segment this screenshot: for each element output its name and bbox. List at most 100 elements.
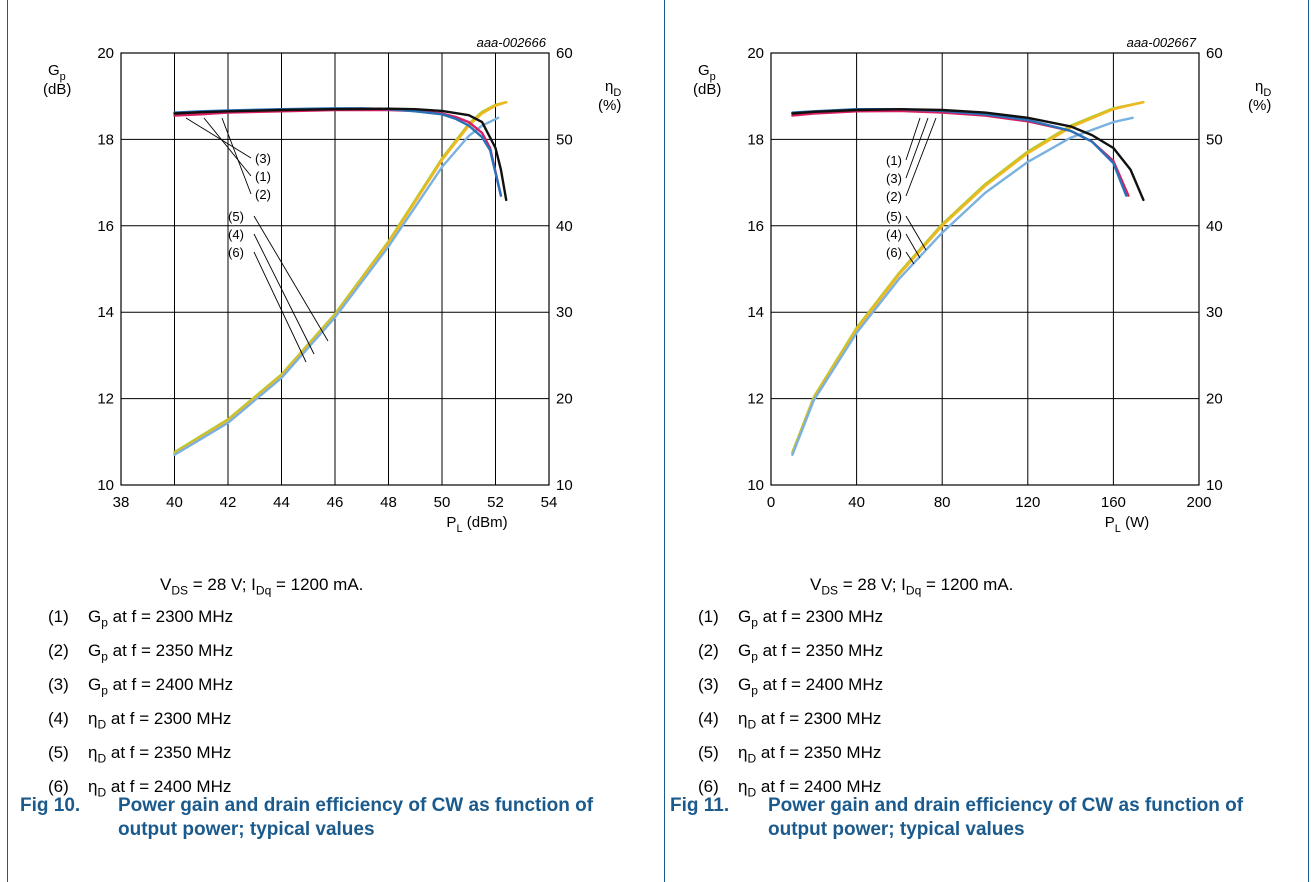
y-right-tick-label: 10	[556, 477, 573, 494]
legend-number: (5)	[48, 743, 69, 762]
legend-item: (1) Gp at f = 2300 MHz	[698, 607, 883, 629]
x-tick-label: 160	[1101, 494, 1126, 511]
legend-item: (4) ηD at f = 2300 MHz	[48, 709, 231, 731]
legend-item: (6) ηD at f = 2400 MHz	[48, 777, 231, 799]
y-left-tick-label: 10	[747, 477, 764, 494]
chart-fig10: 38 40 42 44 46 48 50 52 541012141618201020304050…	[43, 35, 621, 535]
y-right-axis-unit: (%)	[1248, 97, 1271, 114]
y-left-axis-label: Gp	[48, 62, 66, 83]
figure-id-label: aaa-002667	[1127, 35, 1197, 50]
figure-number: Fig 10.	[20, 795, 81, 816]
x-tick-label: 40	[848, 494, 865, 511]
legend-item: (2) Gp at f = 2350 MHz	[48, 641, 233, 663]
annotation-label: (2)	[886, 189, 902, 204]
legend-text: ηD at f = 2350 MHz	[738, 743, 882, 766]
y-right-tick-label: 30	[556, 304, 573, 321]
grid	[120, 52, 550, 486]
legend-text: Gp at f = 2400 MHz	[738, 675, 884, 698]
annotation-leader	[905, 251, 915, 265]
y-left-tick-label: 16	[97, 218, 114, 235]
legend-number: (3)	[48, 675, 69, 694]
frame-right	[1308, 0, 1309, 882]
y-left-tick-label: 14	[97, 304, 114, 321]
legend-item: (2) Gp at f = 2350 MHz	[698, 641, 883, 663]
legend-text: Gp at f = 2300 MHz	[738, 607, 884, 630]
legend-number: (4)	[698, 709, 719, 728]
legend-text: Gp at f = 2350 MHz	[738, 641, 884, 664]
conditions-text: VDS = 28 V; IDq = 1200 mA.	[810, 575, 1014, 598]
legend-text: Gp at f = 2400 MHz	[88, 675, 234, 698]
x-tick-label: 46	[327, 494, 344, 511]
y-left-axis-unit: (dB)	[43, 81, 71, 98]
y-left-tick-label: 18	[747, 131, 764, 148]
annotation-label: (3)	[255, 151, 271, 166]
x-tick-label: 38	[113, 494, 130, 511]
legend-text: ηD at f = 2400 MHz	[738, 777, 882, 800]
legend-number: (5)	[698, 743, 719, 762]
x-axis-label: PL (dBm)	[446, 514, 507, 535]
legend-text: ηD at f = 2350 MHz	[88, 743, 232, 766]
figure-number: Fig 11.	[670, 795, 730, 816]
y-right-tick-label: 40	[1206, 218, 1223, 235]
legend-item: (5) ηD at f = 2350 MHz	[698, 743, 881, 765]
legend-item: (3) Gp at f = 2400 MHz	[698, 675, 883, 697]
y-right-tick-label: 50	[1206, 131, 1223, 148]
y-right-tick-label: 20	[556, 391, 573, 408]
annotation-leader	[253, 251, 307, 363]
legend-text: ηD at f = 2300 MHz	[738, 709, 882, 732]
figure-panel-10: 38 40 42 44 46 48 50 52 54 10 12 14 16 18 20 10 20 30 40 50…	[8, 0, 658, 882]
legend-number: (6)	[698, 777, 719, 796]
x-tick-label: 42	[220, 494, 237, 511]
y-left-tick-label: 20	[747, 45, 764, 62]
legend-item: (3) Gp at f = 2400 MHz	[48, 675, 233, 697]
legend-number: (4)	[48, 709, 69, 728]
x-axis-label: PL (W)	[1105, 514, 1149, 535]
legend-number: (6)	[48, 777, 69, 796]
annotation-leader	[253, 233, 315, 355]
y-left-tick-label: 16	[747, 218, 764, 235]
annotation-leader	[905, 117, 921, 161]
series-line	[173, 116, 500, 456]
figure-id-label: aaa-002666	[477, 35, 547, 50]
y-left-axis-unit: (dB)	[693, 81, 721, 98]
y-right-tick-label: 60	[556, 45, 573, 62]
annotation-label: (1)	[886, 153, 902, 168]
annotation-label: (1)	[255, 169, 271, 184]
annotation-label: (4)	[886, 227, 902, 242]
legend-number: (2)	[698, 641, 719, 660]
y-right-axis-label: ηD	[1255, 78, 1271, 99]
series-line	[173, 101, 508, 456]
y-left-tick-label: 10	[97, 477, 114, 494]
legend-item: (6) ηD at f = 2400 MHz	[698, 777, 881, 799]
x-tick-label: 40	[166, 494, 183, 511]
annotation-leader	[905, 215, 927, 251]
annotation-leader	[221, 117, 252, 195]
annotation-label: (5)	[228, 209, 244, 224]
series-line	[791, 101, 1145, 454]
x-tick-label: 52	[487, 494, 504, 511]
chart-fig11: 0 40 80 120 160 200101214161820102030405060PL…	[693, 35, 1271, 535]
annotation-label: (2)	[255, 187, 271, 202]
x-tick-label: 50	[434, 494, 451, 511]
plot-frame	[120, 52, 550, 486]
figure-caption: Fig 10. Power gain and drain efficiency o…	[20, 794, 598, 842]
frame-divider	[664, 0, 665, 882]
annotation-leader	[905, 117, 937, 197]
legend-text: ηD at f = 2300 MHz	[88, 709, 232, 732]
y-right-tick-label: 50	[556, 131, 573, 148]
y-right-axis-label: ηD	[605, 78, 621, 99]
x-tick-label: 120	[1015, 494, 1040, 511]
annotation-leader	[185, 117, 252, 159]
x-tick-label: 44	[273, 494, 290, 511]
x-tick-label: 54	[541, 494, 558, 511]
y-right-tick-label: 30	[1206, 304, 1223, 321]
series-line	[791, 116, 1134, 456]
y-left-tick-label: 12	[747, 391, 764, 408]
x-tick-label: 200	[1186, 494, 1211, 511]
legend-text: ηD at f = 2400 MHz	[88, 777, 232, 800]
annotation-leader	[253, 215, 329, 342]
figure-title: Power gain and drain efficiency of CW as…	[118, 795, 594, 840]
frame-left	[7, 0, 8, 882]
annotation-leader	[203, 117, 252, 177]
y-right-tick-label: 20	[1206, 391, 1223, 408]
